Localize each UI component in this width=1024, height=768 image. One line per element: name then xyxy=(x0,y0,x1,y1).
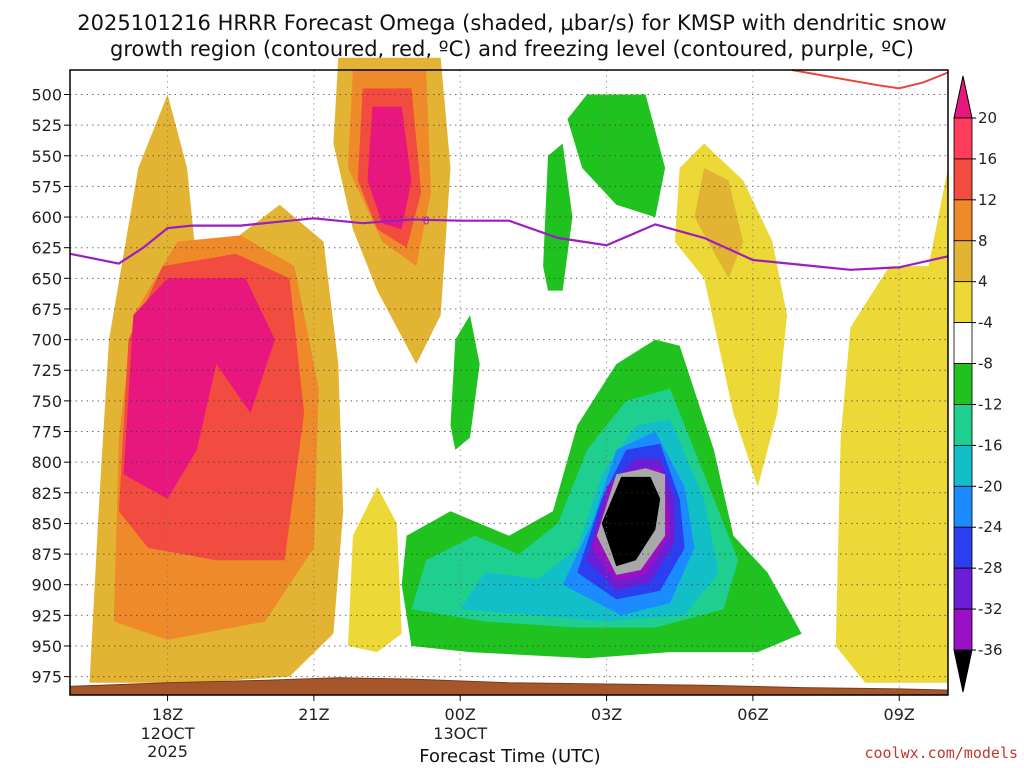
colorbar-bin-0 xyxy=(953,117,973,160)
colorbar-bin-7 xyxy=(953,404,973,446)
colorbar-label-12: -32 xyxy=(978,600,1003,618)
x-tick-label-06Z: 06Z xyxy=(737,705,768,724)
y-tick-label-675: 675 xyxy=(31,300,62,319)
omega-region-west-updraft-max xyxy=(123,278,275,499)
colorbar-bin-9 xyxy=(953,485,973,528)
y-tick-label-900: 900 xyxy=(31,576,62,595)
x-tick-label-03Z: 03Z xyxy=(591,705,622,724)
freezing-level-line xyxy=(69,217,949,271)
y-tick-label-750: 750 xyxy=(31,392,62,411)
y-tick-label-725: 725 xyxy=(31,361,62,380)
colorbar-bin-5 xyxy=(953,322,973,364)
y-tick-label-650: 650 xyxy=(31,269,62,288)
colorbar-label-5: -4 xyxy=(978,314,993,332)
colorbar-label-4: 4 xyxy=(978,273,988,291)
colorbar-label-9: -20 xyxy=(978,477,1003,495)
x-tick-date-00Z: 13OCT xyxy=(433,724,487,743)
colorbar-label-2: 12 xyxy=(978,191,997,209)
x-tick-label-00Z: 00Z xyxy=(445,705,476,724)
plot-frame xyxy=(69,69,949,696)
omega-region-upper-updraft-max xyxy=(367,106,412,230)
chart-title-line1: 2025101216 HRRR Forecast Omega (shaded, … xyxy=(77,11,946,35)
y-tick-label-925: 925 xyxy=(31,606,62,625)
x-tick-date-18Z: 12OCT xyxy=(141,724,195,743)
y-axis-ticks: 500 525 550 575 600 625 650 675 700 725 750 775 800 8… xyxy=(31,86,70,687)
colorbar-bin-1 xyxy=(953,158,973,201)
colorbar-bin-10 xyxy=(953,526,973,569)
dendritic-growth-contour xyxy=(791,69,949,90)
colorbar-label-10: -24 xyxy=(978,518,1003,536)
colorbar-bin-11 xyxy=(953,567,973,610)
x-tick-label-21Z: 21Z xyxy=(298,705,329,724)
y-tick-label-600: 600 xyxy=(31,208,62,227)
colorbar-bin-4 xyxy=(953,281,973,324)
colorbar-label-1: 16 xyxy=(978,150,997,168)
grid-lines xyxy=(70,70,948,695)
terrain-layer xyxy=(69,677,949,696)
colorbar-label-8: -16 xyxy=(978,436,1003,454)
x-axis-label: Forecast Time (UTC) xyxy=(419,746,600,767)
colorbar-bin-2 xyxy=(953,199,973,242)
y-tick-label-875: 875 xyxy=(31,545,62,564)
omega-region-small-downdraft-upper xyxy=(567,94,666,218)
omega-region-small-downdraft-north xyxy=(543,143,573,291)
y-tick-label-575: 575 xyxy=(31,177,62,196)
colorbar-label-13: -36 xyxy=(978,641,1003,659)
chart-title-line2: growth region (contoured, red, ºC) and f… xyxy=(110,37,914,61)
colorbar-label-11: -28 xyxy=(978,559,1003,577)
y-tick-label-850: 850 xyxy=(31,514,62,533)
colorbar-label-3: 8 xyxy=(978,232,988,250)
omega-region-small-downdraft-mid xyxy=(450,315,480,450)
colorbar-bin-6 xyxy=(953,363,973,405)
terrain-surface xyxy=(69,677,949,696)
omega-region-far-east-updraft xyxy=(835,168,948,683)
colorbar-label-7: -12 xyxy=(978,395,1003,413)
plot-area: 0 xyxy=(69,57,949,696)
x-tick-label-18Z: 18Z xyxy=(152,705,183,724)
omega-region-low-updraft-south xyxy=(348,486,402,653)
y-tick-label-700: 700 xyxy=(31,331,62,350)
y-tick-label-975: 975 xyxy=(31,668,62,687)
omega-region-downdraft-max xyxy=(601,476,661,567)
omega-shading xyxy=(89,57,948,683)
x-tick-year-18Z: 2025 xyxy=(147,742,188,761)
y-tick-label-625: 625 xyxy=(31,239,62,258)
y-tick-label-550: 550 xyxy=(31,147,62,166)
credit-text: coolwx.com/models xyxy=(864,744,1018,762)
y-tick-label-500: 500 xyxy=(31,86,62,105)
colorbar-bottom-arrow xyxy=(953,649,973,693)
colorbar-bin-3 xyxy=(953,240,973,283)
colorbar-label-6: -8 xyxy=(978,355,993,373)
colorbar-top-arrow xyxy=(953,75,973,119)
y-tick-label-775: 775 xyxy=(31,423,62,442)
x-tick-label-09Z: 09Z xyxy=(884,705,915,724)
colorbar: 20 16 12 8 4 -4 -8 -12 -16 -20 -24 -28 -32 -36 xyxy=(953,75,1003,693)
freezing-level-label: 0 xyxy=(423,215,430,228)
colorbar-bin-12 xyxy=(953,608,973,651)
y-tick-label-825: 825 xyxy=(31,484,62,503)
y-tick-label-950: 950 xyxy=(31,637,62,656)
colorbar-bin-8 xyxy=(953,444,973,487)
contour-lines: 0 xyxy=(69,69,949,271)
colorbar-label-0: 20 xyxy=(978,109,997,127)
y-tick-label-525: 525 xyxy=(31,116,62,135)
y-tick-label-800: 800 xyxy=(31,453,62,472)
